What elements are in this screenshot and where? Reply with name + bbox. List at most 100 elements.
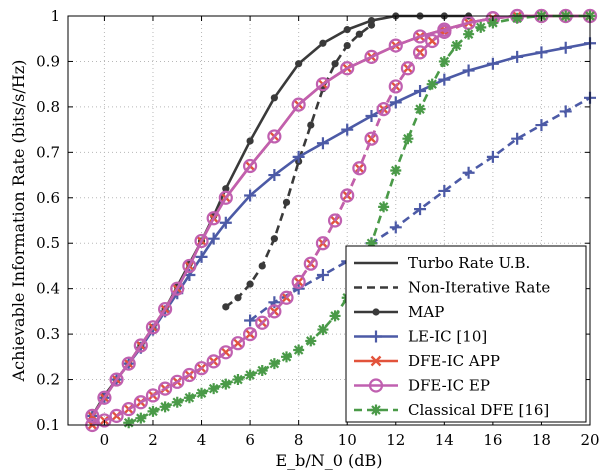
data-point <box>303 256 318 271</box>
data-point <box>109 372 124 387</box>
data-point <box>340 61 355 76</box>
x-tick-label: 8 <box>294 431 304 449</box>
data-point <box>145 320 161 335</box>
data-point <box>462 64 475 77</box>
data-point <box>220 378 232 390</box>
data-point <box>365 237 377 249</box>
data-point <box>158 381 173 396</box>
data-point <box>246 280 254 288</box>
series-line <box>91 14 590 427</box>
legend-marker <box>370 330 382 343</box>
data-point <box>400 61 416 76</box>
legend-entry: Classical DFE [16] <box>354 401 549 419</box>
data-point <box>270 94 278 102</box>
data-point <box>307 121 315 129</box>
data-point <box>291 97 306 112</box>
data-point <box>487 17 499 29</box>
data-point <box>219 216 232 229</box>
data-point <box>305 335 317 347</box>
axis-ticks: 0 2 4 6 8 10 12 14 16 18 20 0.1 0.2 0.3 0.4 0.5 0.6 0.7 0.… <box>36 7 599 449</box>
y-tick-label: 0.6 <box>36 189 60 207</box>
data-point <box>182 258 197 274</box>
data-point <box>293 344 305 356</box>
data-point <box>133 338 148 353</box>
data-point <box>355 30 363 38</box>
data-point <box>145 388 161 403</box>
data-point <box>295 60 303 68</box>
data-point <box>218 345 233 360</box>
data-point <box>183 392 195 404</box>
data-point <box>270 235 278 243</box>
data-point <box>268 358 280 370</box>
data-point <box>402 133 414 145</box>
x-tick-label: 16 <box>483 431 502 449</box>
data-point <box>319 39 327 47</box>
data-point <box>182 367 197 383</box>
data-point <box>367 21 376 29</box>
data-point <box>97 390 112 405</box>
legend-marker <box>368 378 384 393</box>
legend-label: LE-IC [10] <box>408 328 487 346</box>
data-point <box>85 408 100 424</box>
data-point <box>232 374 244 386</box>
y-axis-label: Achievable Information Rate (bits/s/Hz) <box>9 60 28 383</box>
data-point <box>291 274 306 289</box>
data-point <box>196 387 208 399</box>
data-point <box>462 166 475 179</box>
data-point <box>315 77 331 92</box>
legend-marker <box>370 355 382 367</box>
y-tick-label: 0.7 <box>36 143 60 161</box>
data-point <box>316 137 329 150</box>
series-layer <box>85 8 598 433</box>
data-point <box>389 221 402 234</box>
legend-entry: DFE-IC APP <box>354 352 500 370</box>
data-point <box>559 41 572 54</box>
x-tick-label: 20 <box>580 431 599 449</box>
y-tick-label: 0.5 <box>36 234 60 252</box>
data-point <box>244 314 257 327</box>
data-point <box>378 201 390 213</box>
legend-label: DFE-IC APP <box>408 352 500 370</box>
data-point <box>255 315 270 330</box>
data-point <box>222 185 230 193</box>
x-tick-label: 6 <box>245 431 255 449</box>
data-point <box>109 408 124 424</box>
data-point <box>222 303 230 311</box>
y-tick-label: 0.9 <box>36 52 60 70</box>
data-point <box>511 12 523 24</box>
data-point <box>486 57 499 70</box>
data-point <box>425 33 440 49</box>
x-tick-label: 14 <box>435 431 454 449</box>
data-point <box>194 361 209 376</box>
data-point <box>511 50 524 63</box>
data-point <box>486 150 499 163</box>
data-point <box>123 417 135 429</box>
legend-label: Turbo Rate U.B. <box>408 254 530 272</box>
data-point <box>511 132 524 145</box>
data-point <box>170 281 185 296</box>
legend-label: MAP <box>408 303 444 321</box>
y-tick-label: 0.1 <box>36 416 60 434</box>
data-point <box>256 364 268 376</box>
x-tick-label: 10 <box>338 431 357 449</box>
data-point <box>352 161 367 176</box>
legend-label: Non-Iterative Rate <box>408 279 550 297</box>
data-point <box>438 55 450 67</box>
x-tick-label: 18 <box>532 431 551 449</box>
data-point <box>97 413 112 428</box>
data-point <box>438 184 451 197</box>
data-point <box>414 103 426 115</box>
data-point <box>438 73 451 86</box>
legend-entry: Non-Iterative Rate <box>354 279 550 297</box>
data-point <box>426 78 438 90</box>
y-tick-label: 1 <box>50 7 60 25</box>
data-point <box>343 41 351 50</box>
data-point <box>535 46 548 59</box>
data-point <box>244 189 257 202</box>
x-tick-label: 0 <box>100 431 110 449</box>
data-point <box>246 137 254 145</box>
data-point <box>559 105 572 118</box>
data-point <box>281 351 293 363</box>
x-axis-label: E_b/N_0 (dB) <box>275 451 382 470</box>
